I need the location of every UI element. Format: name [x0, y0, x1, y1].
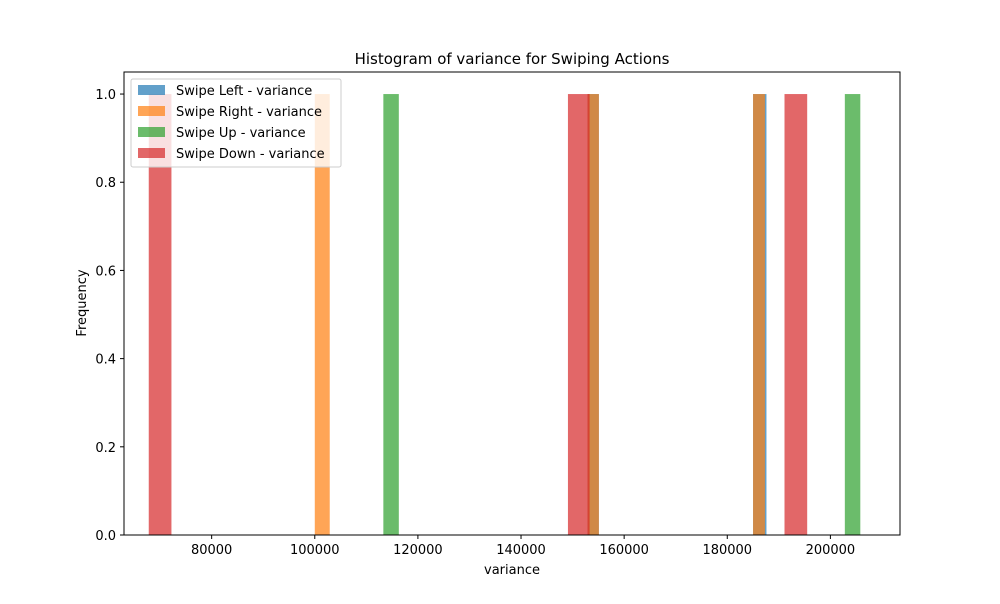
histogram-bar	[753, 94, 765, 536]
y-tick-label: 1.0	[95, 88, 116, 103]
legend-label: Swipe Up - variance	[176, 126, 306, 141]
histogram-bar	[148, 94, 172, 536]
legend-frame	[130, 78, 342, 168]
histogram-bar	[784, 94, 808, 536]
x-tick-label: 120000	[393, 543, 443, 558]
y-tick-label: 0.6	[95, 264, 116, 279]
legend-label: Swipe Down - variance	[176, 147, 325, 162]
legend-swatch	[138, 127, 165, 137]
histogram-bar	[567, 94, 590, 536]
histogram-bar	[383, 94, 399, 536]
legend-swatch	[138, 148, 165, 158]
x-tick-label: 180000	[702, 543, 752, 558]
x-tick-label: 140000	[496, 543, 546, 558]
y-tick-label: 0.8	[95, 176, 116, 191]
legend-swatch	[138, 85, 165, 95]
y-axis-ticks: 0.0 0.2 0.4 0.6 0.8 1.0	[95, 88, 124, 544]
x-axis-label: variance	[484, 563, 540, 578]
y-axis-label: Frequency	[75, 269, 90, 336]
legend-swatch	[138, 106, 165, 116]
y-tick-label: 0.4	[95, 353, 116, 368]
x-tick-label: 160000	[599, 543, 649, 558]
histogram-bars	[148, 94, 861, 536]
y-tick-label: 0.2	[95, 441, 116, 456]
y-tick-label: 0.0	[95, 529, 116, 544]
histogram-bar	[587, 94, 599, 536]
plot-frame	[123, 71, 901, 536]
legend: Swipe Left - variance Swipe Right - varia…	[130, 78, 342, 168]
histogram-bar	[314, 94, 330, 536]
legend-label: Swipe Left - variance	[176, 84, 312, 99]
x-tick-label: 100000	[290, 543, 340, 558]
x-axis-ticks: 80000 100000 120000 140000 160000 180000 20000…	[191, 535, 855, 558]
chart-title: Histogram of variance for Swiping Action…	[355, 50, 670, 68]
x-tick-label: 80000	[191, 543, 232, 558]
histogram-bar	[844, 94, 861, 536]
x-tick-label: 200000	[806, 543, 856, 558]
legend-label: Swipe Right - variance	[176, 105, 322, 120]
